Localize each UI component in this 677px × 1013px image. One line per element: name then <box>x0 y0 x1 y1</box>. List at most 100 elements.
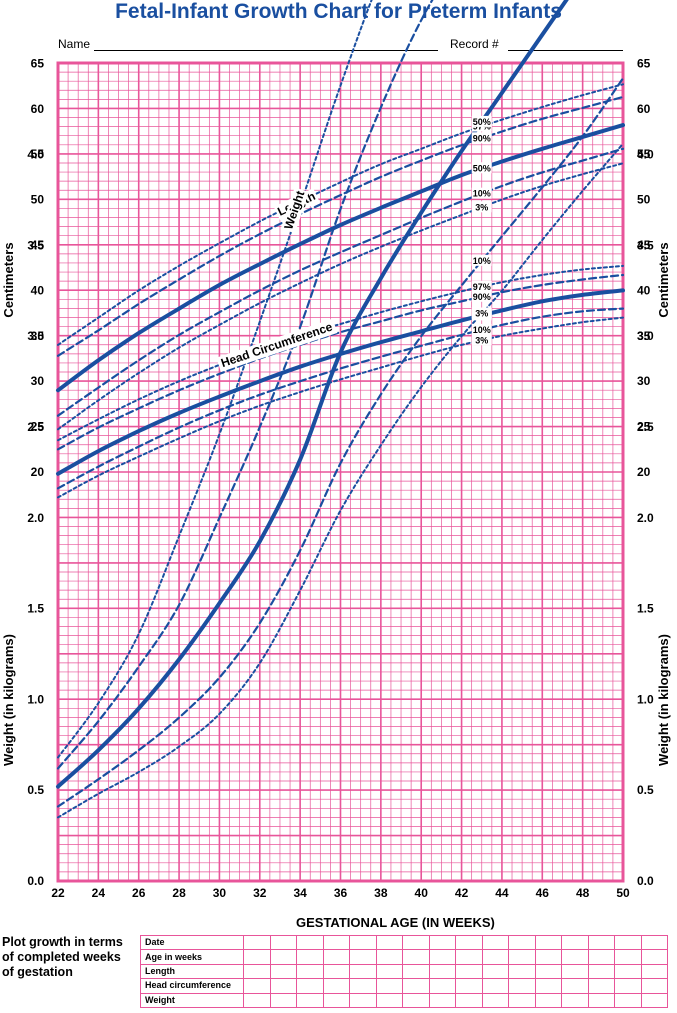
y-tick-label-left: 4.0 <box>27 148 44 162</box>
record-cell[interactable] <box>322 978 350 994</box>
record-cell[interactable] <box>402 934 430 951</box>
plot-instruction: Plot growth in terms of completed weeks … <box>2 935 123 979</box>
record-cell[interactable] <box>455 978 483 994</box>
growth-chart: 97%90%50%10%3%Length97%90%50%10%3%Head C… <box>1 0 671 900</box>
record-cell[interactable] <box>349 978 377 994</box>
record-cell[interactable] <box>296 992 324 1008</box>
record-cell[interactable] <box>587 963 615 980</box>
record-cell[interactable] <box>269 934 297 951</box>
record-cell[interactable] <box>322 949 350 965</box>
record-cell[interactable] <box>269 992 297 1008</box>
record-cell[interactable] <box>534 949 562 965</box>
record-cell[interactable] <box>243 978 271 994</box>
record-cell[interactable] <box>349 963 377 980</box>
record-cell[interactable] <box>455 992 483 1008</box>
record-cell[interactable] <box>481 978 509 994</box>
percentile-label: 90% <box>473 292 491 302</box>
record-cell[interactable] <box>481 963 509 980</box>
record-field[interactable] <box>508 50 623 51</box>
y-tick-label-right: 0.5 <box>637 783 654 797</box>
record-cell[interactable] <box>481 949 509 965</box>
grid <box>56 61 625 883</box>
record-cell[interactable] <box>481 992 509 1008</box>
record-cell[interactable] <box>428 978 456 994</box>
record-cell[interactable] <box>375 949 403 965</box>
record-cell[interactable] <box>587 978 615 994</box>
record-cell[interactable] <box>508 963 536 980</box>
x-tick-label: 44 <box>495 886 509 900</box>
record-cell[interactable] <box>375 963 403 980</box>
record-cell[interactable] <box>402 963 430 980</box>
record-cell[interactable] <box>375 978 403 994</box>
record-cell[interactable] <box>508 934 536 951</box>
record-cell[interactable] <box>428 934 456 951</box>
record-cell[interactable] <box>269 949 297 965</box>
record-cell[interactable] <box>640 934 668 951</box>
record-cell[interactable] <box>614 963 642 980</box>
record-cell[interactable] <box>587 992 615 1008</box>
record-cell[interactable] <box>561 978 589 994</box>
record-cell[interactable] <box>322 992 350 1008</box>
name-field[interactable] <box>94 50 438 51</box>
record-cell[interactable] <box>428 963 456 980</box>
record-cell[interactable] <box>322 934 350 951</box>
record-cell[interactable] <box>349 992 377 1008</box>
record-cell[interactable] <box>640 949 668 965</box>
y-tick-label-left: 0.5 <box>27 783 44 797</box>
record-cell[interactable] <box>296 949 324 965</box>
record-cell[interactable] <box>640 963 668 980</box>
record-cell[interactable] <box>587 949 615 965</box>
record-cell[interactable] <box>561 963 589 980</box>
y-tick-label-left: 20 <box>31 465 45 479</box>
head-circumference-curve-p10 <box>56 307 625 490</box>
record-cell[interactable] <box>455 949 483 965</box>
record-cell[interactable] <box>561 934 589 951</box>
percentile-label-bg <box>471 254 492 266</box>
record-cell[interactable] <box>587 934 615 951</box>
record-cell[interactable] <box>534 934 562 951</box>
record-cell[interactable] <box>614 978 642 994</box>
record-cell[interactable] <box>296 963 324 980</box>
record-cell[interactable] <box>322 963 350 980</box>
record-cell[interactable] <box>349 934 377 951</box>
record-cell[interactable] <box>296 934 324 951</box>
record-cell[interactable] <box>534 992 562 1008</box>
record-cell[interactable] <box>269 978 297 994</box>
record-cell[interactable] <box>561 992 589 1008</box>
record-cell[interactable] <box>402 992 430 1008</box>
record-cell[interactable] <box>349 949 377 965</box>
record-table-row: Length <box>140 963 668 980</box>
record-cell[interactable] <box>640 992 668 1008</box>
record-cell[interactable] <box>508 992 536 1008</box>
record-cell[interactable] <box>561 949 589 965</box>
record-cell[interactable] <box>534 963 562 980</box>
record-cell[interactable] <box>375 992 403 1008</box>
record-cell[interactable] <box>296 978 324 994</box>
record-cell[interactable] <box>402 949 430 965</box>
record-cell[interactable] <box>481 934 509 951</box>
record-cell[interactable] <box>243 992 271 1008</box>
y-tick-label-right: 30 <box>637 374 651 388</box>
record-cell[interactable] <box>269 963 297 980</box>
y-tick-label-right: 2.5 <box>637 420 654 434</box>
x-tick-label: 42 <box>455 886 469 900</box>
record-cell[interactable] <box>455 934 483 951</box>
record-cell[interactable] <box>428 992 456 1008</box>
record-cell[interactable] <box>455 963 483 980</box>
record-cell[interactable] <box>402 978 430 994</box>
head-circumference-curve-p3 <box>57 316 624 499</box>
record-cell[interactable] <box>375 934 403 951</box>
record-cell[interactable] <box>243 963 271 980</box>
record-cell[interactable] <box>640 978 668 994</box>
record-cell[interactable] <box>243 949 271 965</box>
axes: 22 24 26 28 30 32 34 36 38 40 42 44 46 48 50 20 20 25 25 30… <box>1 56 671 900</box>
record-cell[interactable] <box>534 978 562 994</box>
record-cell[interactable] <box>614 949 642 965</box>
record-cell[interactable] <box>508 978 536 994</box>
group-label-bg <box>280 187 309 234</box>
record-cell[interactable] <box>508 949 536 965</box>
record-cell[interactable] <box>614 992 642 1008</box>
record-cell[interactable] <box>243 934 271 951</box>
record-cell[interactable] <box>614 934 642 951</box>
record-cell[interactable] <box>428 949 456 965</box>
